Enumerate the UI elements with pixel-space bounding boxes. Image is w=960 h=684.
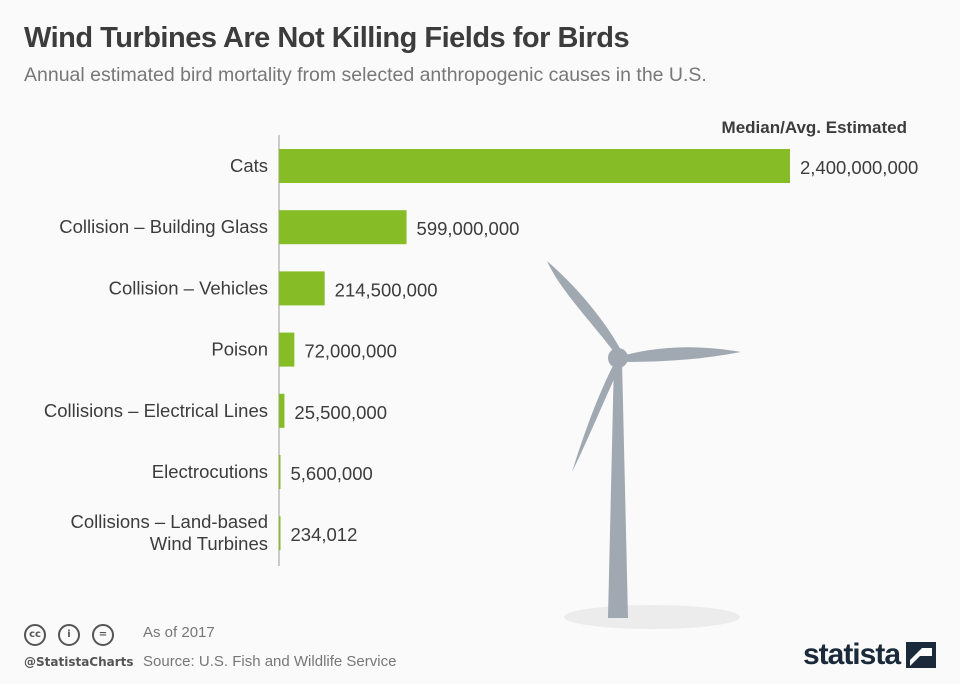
value-label: 214,500,000: [335, 279, 438, 300]
value-label: 2,400,000,000: [800, 157, 918, 178]
category-label: Collision – Building Glass: [59, 216, 268, 237]
value-label: 599,000,000: [417, 218, 520, 239]
as-of-note: As of 2017: [143, 624, 215, 641]
value-label: 234,012: [291, 524, 358, 545]
bar: [279, 332, 295, 367]
bar: [279, 210, 407, 245]
turbine-blade: [618, 347, 741, 362]
no-derivatives-icon: =: [92, 624, 114, 646]
chart-subtitle: Annual estimated bird mortality from sel…: [24, 64, 707, 86]
bar: [279, 149, 790, 183]
bar: [279, 271, 325, 306]
twitter-handle[interactable]: @StatistaCharts: [24, 655, 134, 669]
statista-logo[interactable]: statista: [803, 638, 936, 672]
category-label: Collisions – Electrical Lines: [44, 400, 268, 421]
turbine-tower: [608, 360, 628, 618]
cc-license-icon: cc: [24, 624, 46, 646]
turbine-hub: [608, 348, 628, 368]
value-label: 72,000,000: [304, 341, 397, 362]
category-label: Collisions – Land-based Wind Turbines: [71, 511, 268, 554]
turbine-shadow: [564, 605, 740, 629]
column-header: Median/Avg. Estimated: [721, 118, 907, 137]
value-label: 5,600,000: [291, 463, 373, 484]
wind-turbine-illustration: [547, 261, 741, 629]
attribution-icon: i: [58, 624, 80, 646]
source-note: Source: U.S. Fish and Wildlife Service: [143, 653, 397, 670]
statista-wordmark: statista: [802, 638, 901, 671]
category-label: Electrocutions: [152, 461, 268, 482]
turbine-blade: [547, 261, 622, 357]
category-label: Collision – Vehicles: [109, 277, 268, 298]
category-label: Poison: [211, 339, 268, 360]
bar: [279, 516, 281, 551]
chart-title: Wind Turbines Are Not Killing Fields for…: [24, 22, 630, 54]
value-label: 25,500,000: [294, 402, 387, 423]
category-label: Cats: [230, 155, 268, 176]
turbine-blade: [572, 360, 622, 472]
bar: [279, 393, 285, 428]
bar: [279, 455, 281, 489]
statista-logo-icon: [906, 642, 936, 668]
